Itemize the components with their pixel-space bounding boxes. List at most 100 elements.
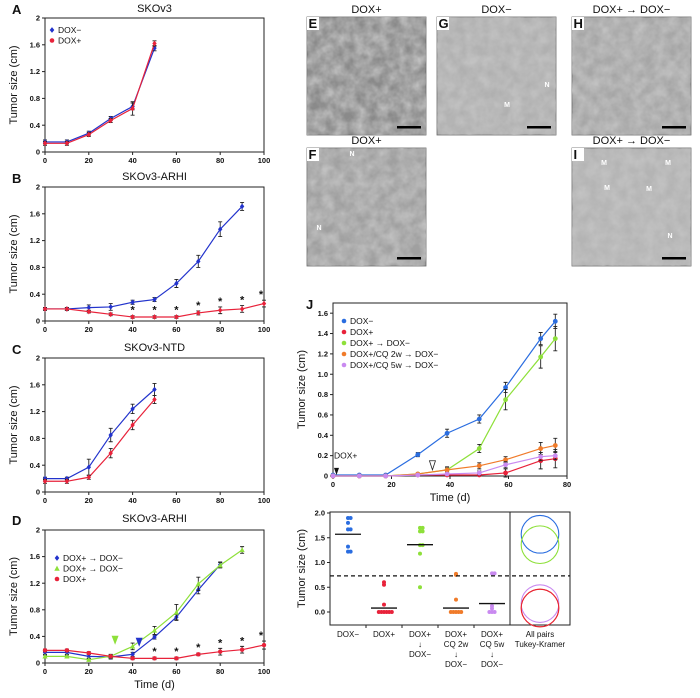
data-point <box>130 105 135 112</box>
micrograph-title: DOX+ <box>351 4 381 16</box>
y-tick-label: 0.6 <box>318 411 328 420</box>
series-line <box>45 43 156 144</box>
data-point <box>108 654 113 659</box>
y-axis-label: Tumor size (cm) <box>296 350 308 429</box>
chart-J: J 0 20 40 60 80 0 0.2 0.4 0.6 0.8 1.0 1.2 1.4 1.6 Tumor… <box>296 297 571 504</box>
series-3 <box>330 437 558 479</box>
legend-label: DOX− <box>350 316 373 326</box>
data-point <box>552 443 558 448</box>
y-tick-label: 0.8 <box>30 94 40 103</box>
x-tick-label: 0 <box>43 156 47 165</box>
data-point <box>152 386 157 393</box>
y-tick-label: 1.6 <box>30 380 40 389</box>
y-tick-label: 1.0 <box>318 370 328 379</box>
legend-label: DOX+ → DOX− <box>63 553 123 563</box>
data-point <box>476 463 482 469</box>
chart-title: SKOv3-ARHI <box>122 513 187 525</box>
structure-label: M <box>604 185 610 192</box>
data-point <box>86 464 91 471</box>
legend-marker <box>54 576 60 582</box>
data-point <box>389 610 394 614</box>
chart-title: SKOv3-NTD <box>124 342 185 354</box>
data-point <box>476 470 482 476</box>
data-point <box>64 478 70 485</box>
data-point <box>174 280 179 287</box>
data-point <box>196 652 201 657</box>
data-point <box>86 650 92 656</box>
scale-bar <box>662 126 686 129</box>
significance-star: * <box>196 642 201 654</box>
y-tick-label: 1.5 <box>315 533 325 542</box>
series-1 <box>42 299 267 320</box>
micrograph-I: DOX+ → DOX− I M M M M N <box>571 135 692 267</box>
y-tick-label: 2 <box>36 354 40 363</box>
y-tick-label: 0 <box>324 472 328 481</box>
x-tick-label: 40 <box>128 667 136 676</box>
series-line <box>333 455 556 477</box>
significance-star: * <box>218 637 223 649</box>
y-tick-label: 1.6 <box>318 309 328 318</box>
structure-label: M <box>504 102 510 109</box>
panel-label: A <box>12 2 22 17</box>
data-point <box>261 300 267 307</box>
data-point <box>415 472 421 478</box>
arrowhead-icon <box>334 467 339 475</box>
significance-star: * <box>152 305 157 317</box>
x-tick-label: 80 <box>216 325 224 334</box>
category-label: ↓ <box>454 650 458 659</box>
y-tick-label: 1.6 <box>30 552 40 561</box>
data-point <box>503 457 508 463</box>
data-point <box>218 307 223 314</box>
significance-star: * <box>218 296 223 308</box>
chart-title: SKOv3 <box>137 3 172 15</box>
panel-label: H <box>574 16 583 31</box>
data-point <box>348 527 353 532</box>
legend-label: DOX+ → DOX− <box>350 338 410 348</box>
data-point <box>503 470 508 476</box>
data-point <box>86 653 91 660</box>
data-point <box>42 648 48 653</box>
plot-frame <box>44 529 265 664</box>
arrowhead-icon <box>135 637 143 647</box>
panel-label: I <box>574 147 578 162</box>
data-point <box>151 627 158 633</box>
data-point <box>382 602 386 607</box>
micrograph-title: DOX+ → DOX− <box>593 4 671 16</box>
x-tick-label: 80 <box>216 156 224 165</box>
data-point <box>459 610 464 614</box>
y-tick-label: 0.8 <box>30 605 40 614</box>
structure-label: M <box>601 160 607 167</box>
series-1 <box>42 395 157 485</box>
data-point <box>552 318 558 324</box>
data-point <box>173 609 179 615</box>
x-tick-label: 60 <box>172 325 180 334</box>
structure-label: N <box>544 82 549 89</box>
legend-marker <box>54 555 60 561</box>
data-point <box>64 648 70 653</box>
y-tick-label: 0.4 <box>30 121 41 130</box>
dot-group: DOX− <box>335 515 361 639</box>
x-tick-label: 20 <box>85 156 93 165</box>
series-line <box>45 549 243 661</box>
data-point <box>86 308 91 315</box>
panel-label: F <box>309 147 317 162</box>
data-point <box>64 306 70 312</box>
data-point <box>195 581 201 587</box>
panel-label: E <box>309 16 318 31</box>
data-point <box>490 606 494 611</box>
category-label: DOX− <box>481 660 503 669</box>
structure-label: N <box>316 225 321 232</box>
plot-frame <box>44 186 265 322</box>
y-tick-label: 1.4 <box>318 329 329 338</box>
category-label: DOX+ <box>373 630 395 639</box>
annotation-label: DOX+ <box>334 451 357 461</box>
data-point <box>552 453 558 459</box>
data-point <box>130 651 135 658</box>
dot-group: DOX+↓DOX− <box>401 525 433 659</box>
significance-star: * <box>152 646 157 658</box>
data-point <box>444 467 450 473</box>
x-tick-label: 40 <box>128 496 136 505</box>
x-axis-label: Time (d) <box>134 679 175 691</box>
series-4 <box>330 451 558 479</box>
